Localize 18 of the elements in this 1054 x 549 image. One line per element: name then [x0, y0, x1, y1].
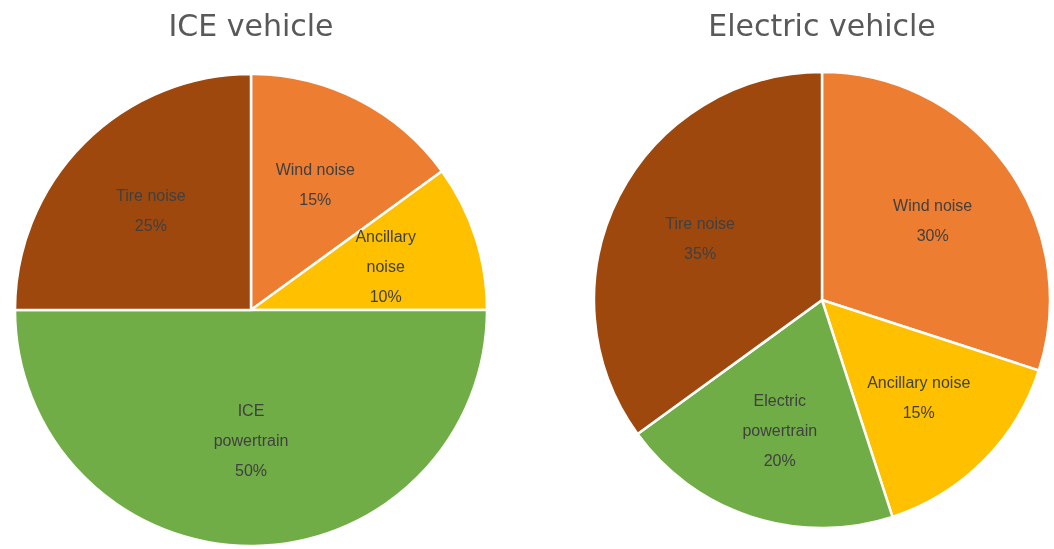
slice-label: Ancillary noise: [355, 228, 416, 276]
slice-label: Electric powertrain: [742, 392, 818, 440]
chart-title: ICE vehicle: [168, 8, 334, 43]
data-label: 15%: [902, 403, 935, 421]
data-label: 20%: [763, 452, 796, 470]
slice-label: Tire noise: [116, 186, 186, 204]
data-label: 25%: [134, 216, 167, 234]
slice-label: Tire noise: [665, 214, 736, 232]
data-label: 15%: [299, 190, 332, 208]
data-label: 35%: [684, 244, 717, 262]
data-label: 30%: [916, 226, 949, 244]
slice-label: Ancillary noise: [867, 373, 971, 391]
slice-label: ICE powertrain: [213, 401, 289, 449]
data-label: 50%: [234, 461, 268, 479]
data-label: 10%: [369, 288, 402, 306]
slice-label: Wind noise: [275, 160, 355, 178]
chart-title: Electric vehicle: [708, 8, 936, 43]
slice-label: Wind noise: [893, 196, 973, 214]
